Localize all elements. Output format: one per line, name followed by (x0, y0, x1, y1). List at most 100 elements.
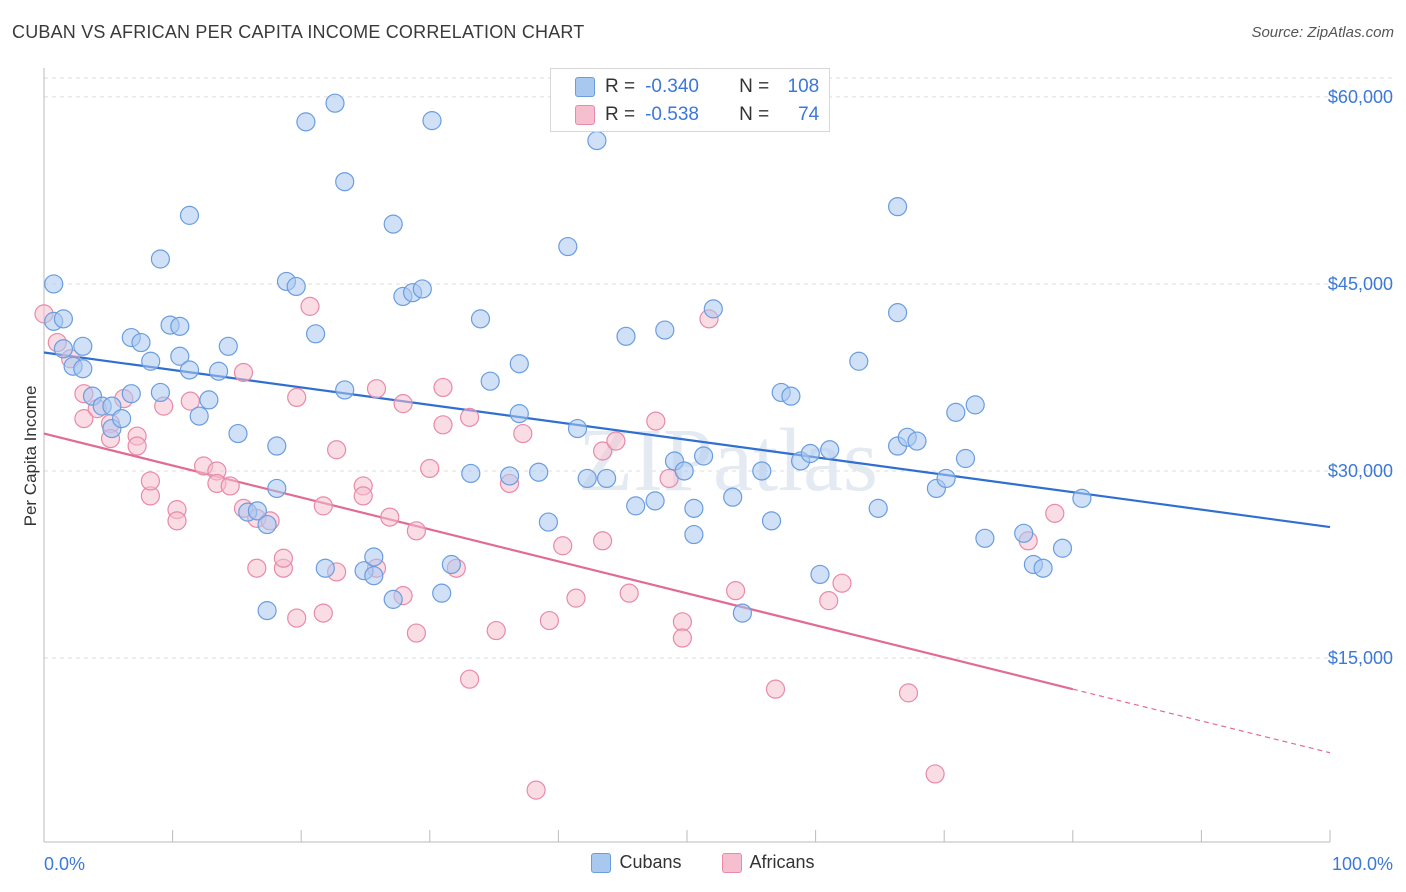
point-cubans (383, 214, 403, 234)
point-africans (233, 362, 254, 383)
point-cubans (267, 436, 287, 456)
axes (43, 68, 1331, 843)
point-africans (406, 521, 426, 541)
stats-row-africans: R = -0.538 N = 74 (575, 104, 819, 126)
point-cubans (509, 354, 529, 374)
cubans-r-label: R = (605, 76, 636, 97)
point-cubans (781, 386, 801, 406)
point-cubans (587, 130, 607, 151)
point-cubans (53, 339, 74, 359)
point-africans (313, 496, 333, 516)
point-africans (513, 423, 533, 444)
point-africans (167, 511, 187, 531)
point-cubans (1072, 488, 1092, 508)
point-cubans (228, 423, 248, 444)
point-cubans (693, 446, 714, 466)
point-cubans (44, 274, 64, 294)
point-africans (553, 536, 573, 556)
cubans-swatch (575, 77, 595, 97)
point-cubans (247, 501, 267, 521)
point-cubans (150, 249, 170, 269)
point-cubans (1052, 538, 1073, 558)
africans-r-label: R = (605, 104, 636, 125)
point-africans (659, 468, 679, 489)
point-africans (898, 683, 919, 703)
point-cubans (131, 332, 151, 353)
point-cubans (1014, 523, 1034, 543)
point-cubans (732, 603, 753, 623)
point-africans (460, 407, 480, 427)
point-cubans (684, 524, 704, 545)
point-cubans (965, 395, 985, 415)
point-africans (486, 620, 506, 641)
stats-legend: R = -0.340 N = 108 R = -0.538 N = 74 (550, 68, 830, 132)
point-cubans (335, 172, 355, 192)
point-africans (592, 441, 613, 461)
cubans-r-value: -0.340 (645, 76, 699, 97)
point-cubans (955, 448, 976, 469)
point-cubans (189, 406, 209, 426)
point-africans (300, 296, 320, 316)
point-cubans (907, 431, 927, 451)
legend-item-africans: Africans (721, 852, 815, 873)
point-cubans (626, 496, 646, 516)
point-cubans (558, 236, 578, 257)
point-cubans (257, 514, 277, 535)
point-cubans (383, 589, 403, 609)
point-cubans (73, 336, 93, 356)
point-cubans (800, 443, 820, 464)
point-cubans (209, 361, 229, 381)
point-cubans (296, 112, 316, 132)
point-cubans (286, 276, 306, 297)
point-africans (433, 415, 453, 435)
legend-label-africans: Africans (749, 852, 815, 872)
point-africans (353, 486, 373, 506)
point-africans (619, 583, 639, 603)
point-cubans (432, 583, 452, 603)
point-africans (220, 476, 240, 496)
point-cubans (412, 279, 432, 299)
x-tick-label-end: 100.0% (1332, 854, 1393, 874)
chart-title: CUBAN VS AFRICAN PER CAPITA INCOME CORRE… (12, 22, 585, 42)
point-cubans (170, 316, 190, 336)
point-africans (566, 588, 586, 608)
point-africans (313, 603, 333, 623)
point-cubans (53, 309, 74, 329)
point-cubans (868, 498, 888, 518)
point-cubans (150, 382, 170, 403)
point-africans (140, 471, 160, 491)
legend-swatch-africans (721, 852, 742, 873)
point-cubans (500, 466, 520, 486)
point-cubans (577, 468, 597, 489)
point-africans (832, 573, 852, 593)
point-africans (366, 379, 387, 399)
point-cubans (364, 566, 384, 586)
point-africans (74, 409, 94, 429)
point-cubans (975, 528, 995, 548)
cubans-n-label: N = (739, 76, 770, 97)
y-tick-label: $15,000 (1328, 648, 1393, 668)
point-cubans (461, 463, 481, 484)
point-cubans (170, 346, 190, 366)
point-cubans (946, 402, 966, 422)
point-cubans (179, 205, 200, 225)
legend-swatch-cubans (591, 852, 612, 873)
point-africans (327, 440, 347, 460)
point-cubans (257, 601, 277, 621)
point-cubans (73, 359, 93, 379)
point-cubans (141, 351, 161, 371)
legend-label-cubans: Cubans (619, 852, 682, 872)
point-cubans (509, 404, 529, 424)
bottom-legend: Cubans Africans (0, 852, 1406, 873)
point-cubans (752, 461, 772, 481)
point-cubans (111, 409, 132, 429)
point-cubans (936, 468, 956, 489)
point-africans (406, 623, 426, 643)
africans-n-value: 74 (798, 104, 820, 125)
point-cubans (887, 197, 908, 217)
point-cubans (441, 554, 461, 575)
point-africans (287, 387, 307, 408)
point-cubans (810, 564, 830, 585)
point-cubans (179, 360, 200, 380)
